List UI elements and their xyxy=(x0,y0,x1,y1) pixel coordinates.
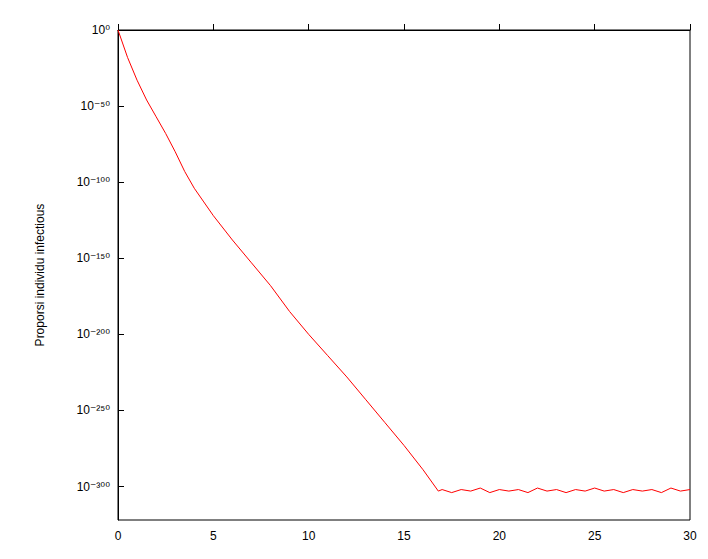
svg-text:10⁻¹⁰⁰: 10⁻¹⁰⁰ xyxy=(77,175,110,189)
svg-text:10⁻²⁰⁰: 10⁻²⁰⁰ xyxy=(77,327,110,341)
svg-text:Proporsi individu infectious: Proporsi individu infectious xyxy=(33,204,47,347)
svg-text:0: 0 xyxy=(115,529,122,543)
svg-text:10⁻³⁰⁰: 10⁻³⁰⁰ xyxy=(77,480,110,494)
svg-text:25: 25 xyxy=(588,529,602,543)
svg-text:30: 30 xyxy=(683,529,697,543)
svg-text:10⁰: 10⁰ xyxy=(92,23,110,37)
svg-text:10⁻¹⁵⁰: 10⁻¹⁵⁰ xyxy=(77,251,111,265)
svg-text:10⁻²⁵⁰: 10⁻²⁵⁰ xyxy=(77,403,111,417)
svg-text:10: 10 xyxy=(302,529,316,543)
svg-text:10⁻⁵⁰: 10⁻⁵⁰ xyxy=(81,99,111,113)
svg-text:20: 20 xyxy=(493,529,507,543)
svg-text:15: 15 xyxy=(397,529,411,543)
svg-text:5: 5 xyxy=(210,529,217,543)
